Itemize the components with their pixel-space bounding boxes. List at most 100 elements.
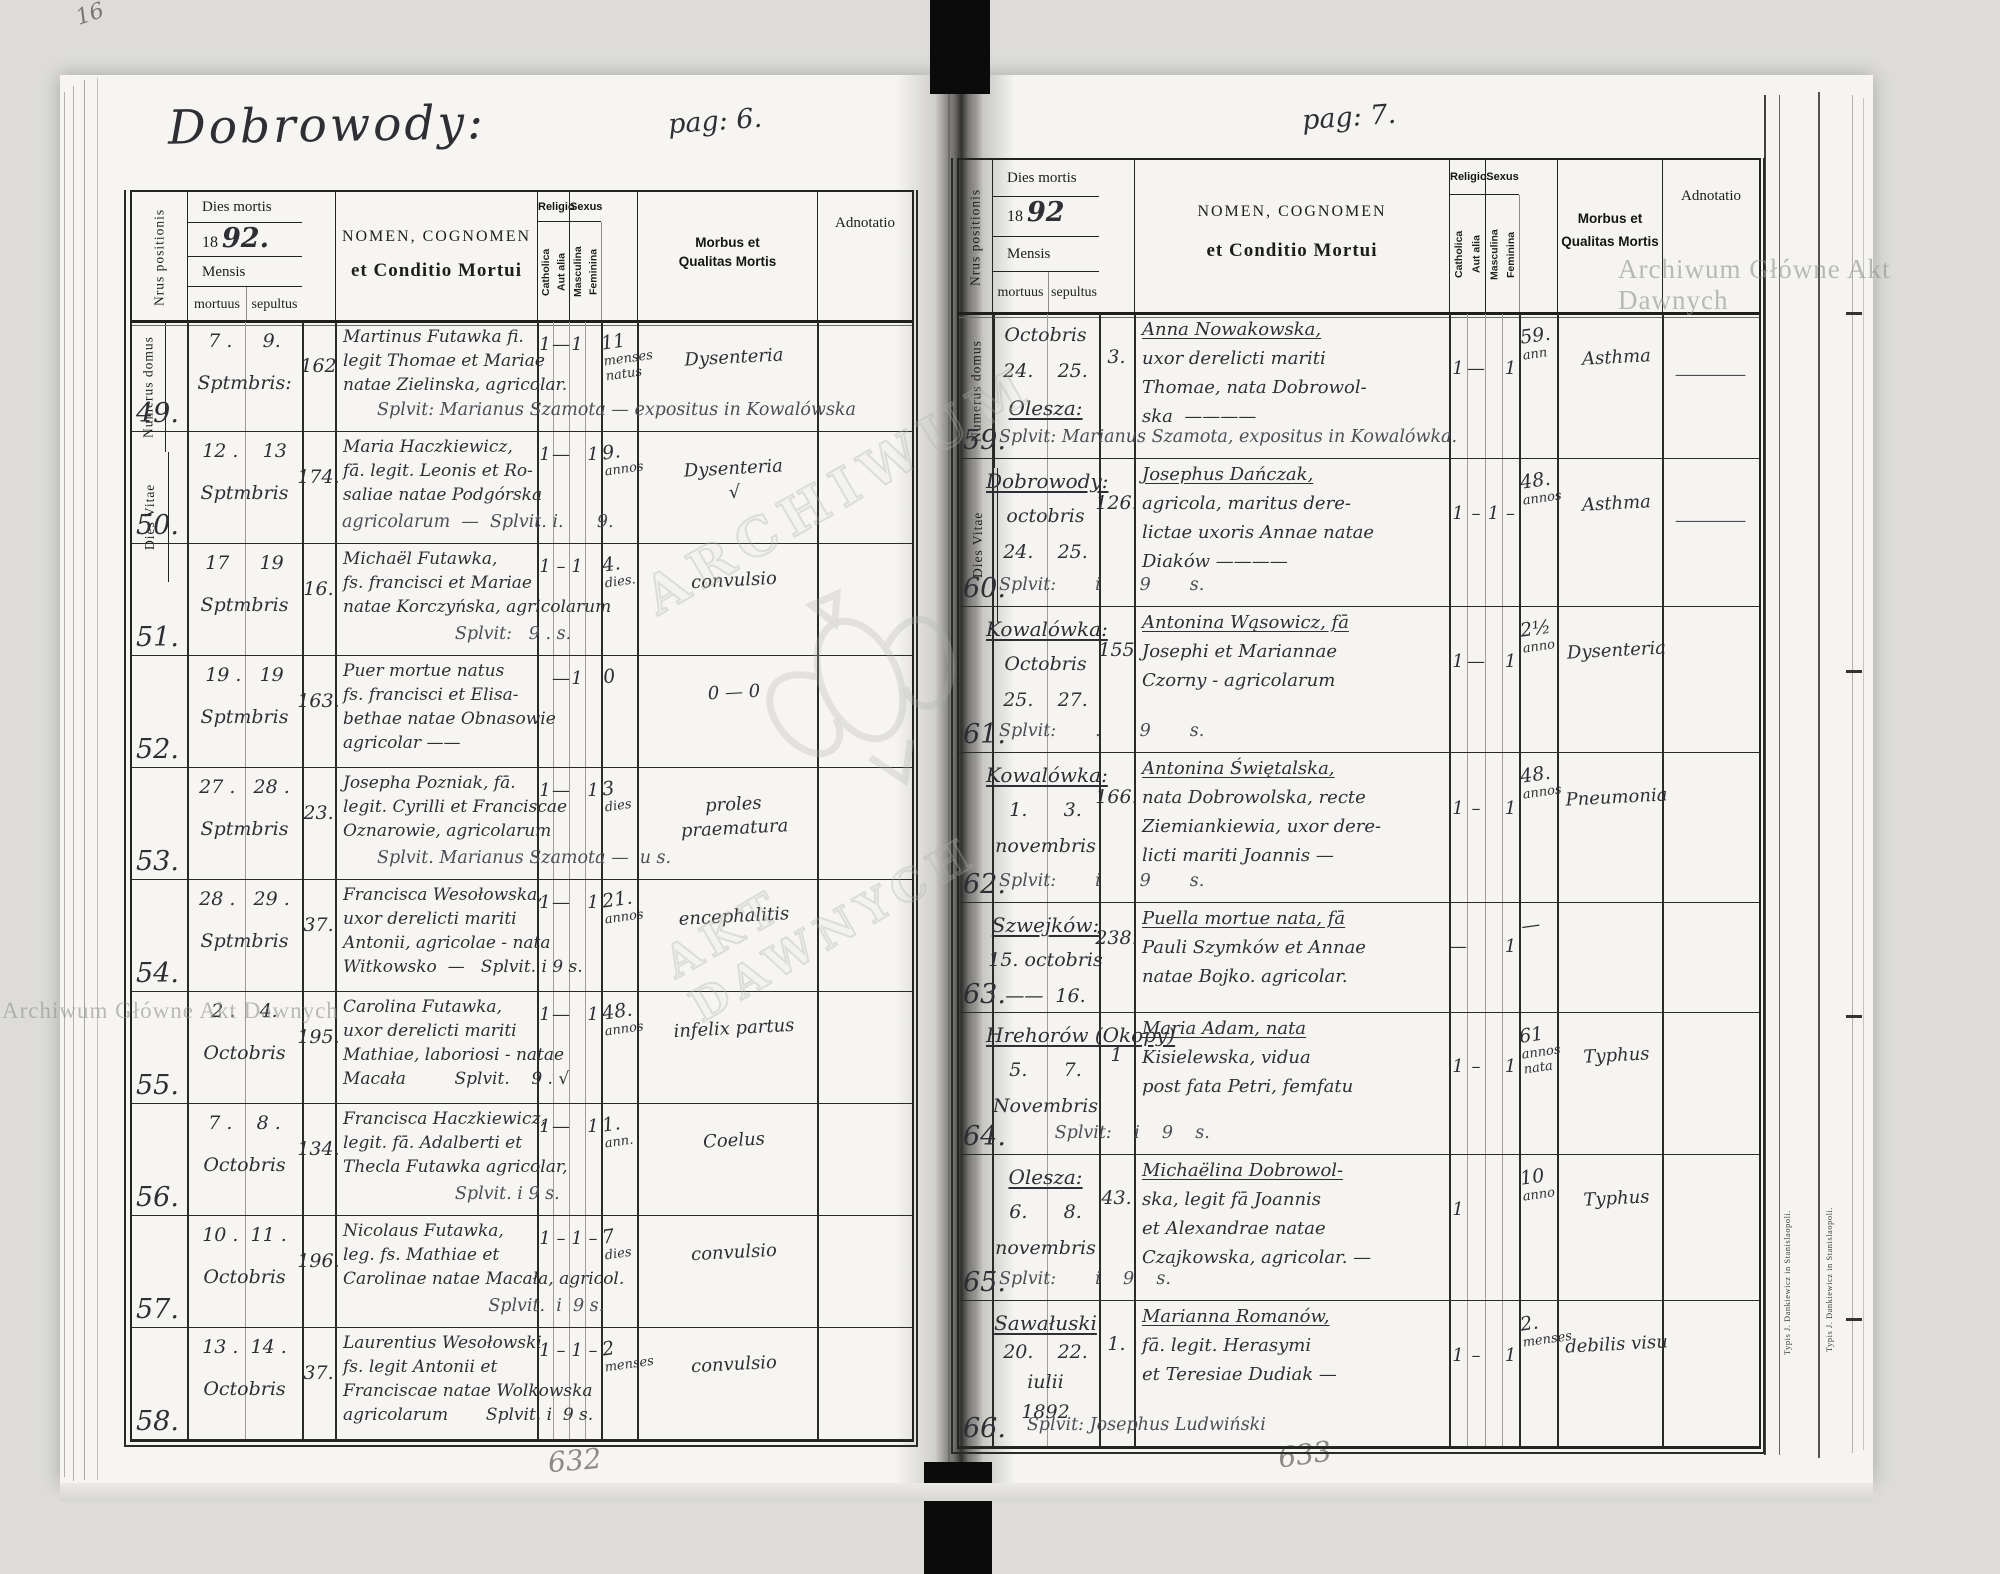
table-row: 52. 19 . 19 Sptmbris 163. Puer mortue natus f…: [132, 656, 912, 768]
name-line: et Teresiae Dudiak —: [1142, 1364, 1337, 1385]
corner-mark: 16: [72, 0, 108, 31]
sepelivit-line: Splvit. i 9 s.: [377, 1184, 560, 1204]
death-date-line: Octobris: [203, 1378, 286, 1400]
morbus-line-1: Morbus et: [1577, 210, 1643, 226]
house-number: 126.: [1095, 492, 1138, 514]
name-line: Pauli Szymków et Annae: [1142, 937, 1366, 958]
name-line: natae Zielinska, agricolar.: [343, 375, 568, 395]
death-date-line: 1892: [1021, 1401, 1070, 1423]
house-number: 163.: [297, 690, 340, 712]
feminina-mark: 1: [1504, 651, 1517, 672]
printer-imprint: Typis J. Dankiewicz in Stanislaopoli.: [1782, 1210, 1792, 1355]
name-line: Kisielewska, vidua: [1142, 1047, 1311, 1068]
death-date-line: 7 . 8 .: [208, 1112, 281, 1134]
place-name: Olesza:: [1008, 1165, 1083, 1189]
col-header-religio-group: Religio Catholica Aut alia: [1449, 160, 1487, 314]
feminina-mark: 1: [1504, 1056, 1517, 1077]
col-header-nrus-positionis: Nrus positionis: [967, 188, 983, 286]
catholica-mark: 1: [539, 1228, 551, 1249]
header-separator: [132, 320, 912, 323]
name-line: natae Bojko. agricolar.: [1142, 966, 1348, 987]
sepelivit-line: Splvit: Marianus Szamota — expositus in …: [377, 400, 856, 420]
aut-alia-mark: –: [1471, 1056, 1481, 1077]
death-date-line: Octobris: [203, 1154, 286, 1176]
name-line: Macała Splvit. 9 . √: [343, 1069, 570, 1089]
house-number: 3.: [1107, 346, 1126, 368]
name-line: uxor derelicti mariti: [1142, 348, 1326, 369]
death-date-line: novembris: [995, 835, 1096, 857]
catholica-mark: 1: [1452, 1345, 1464, 1366]
death-date-line: iulii: [1027, 1371, 1064, 1393]
death-date-line: 15. octobris: [988, 949, 1103, 971]
col-header-morbus: Morbus et Qualitas Mortis: [637, 192, 817, 322]
house-number: 37.: [303, 914, 334, 936]
name-line: et Alexandrae natae: [1142, 1218, 1326, 1239]
sepelivit-line: agricolarum — Splvit. i. 9.: [342, 512, 614, 532]
death-date-line: 10 . 11 .: [202, 1224, 287, 1246]
row-number: 52.: [136, 733, 179, 765]
aut-alia-mark: –: [556, 1340, 566, 1361]
masculina-label: Masculina: [572, 246, 584, 298]
column-line: [302, 322, 304, 1440]
table-outer-line-right: [916, 190, 918, 1446]
table-row: 53. 27 . 28 . Sptmbris 23. Josepha Pozniak, …: [132, 768, 912, 880]
column-line: [187, 322, 189, 1440]
row-number: 59.: [963, 424, 1006, 456]
row-number: 64.: [963, 1120, 1006, 1152]
name-line: Franciscae natae Wolkowska: [343, 1381, 593, 1401]
name-line: ska ————: [1142, 406, 1257, 427]
name-line: Thecla Futawka agricolar,: [343, 1157, 568, 1177]
name-line: fā. legit. Leonis et Ro-: [343, 461, 533, 481]
catholica-mark: 1: [539, 444, 551, 465]
column-line: [1662, 314, 1664, 1447]
adnotatio-label: Adnotatio: [835, 215, 895, 232]
name-line: Michaël Futawka,: [343, 549, 498, 569]
col-header-morbus: Morbus et Qualitas Mortis: [1557, 160, 1662, 314]
masculina-mark: 1: [571, 668, 583, 689]
death-date-line: 24. 25.: [1003, 360, 1088, 382]
death-date-line: novembris: [995, 1237, 1096, 1259]
table-outer-line-bottom: [124, 1445, 918, 1447]
column-line: [245, 322, 246, 1440]
name-line: Francisca Haczkiewicz,: [343, 1109, 546, 1129]
name-line: natae Korczyńska, agricolarum: [343, 597, 612, 617]
table-row: 59. Octobris 24. 25. Olesza: 3. Anna Nowakows…: [959, 314, 1759, 459]
feminina-mark: 1: [1504, 936, 1517, 957]
row-number: 58.: [136, 1405, 179, 1437]
table-outer-line-right: [1763, 158, 1765, 1453]
feminina-mark: 1: [587, 1004, 599, 1025]
catholica-mark: 1: [1452, 1056, 1464, 1077]
sheet-edge: [97, 78, 98, 1480]
aut-alia-mark: —: [552, 1116, 570, 1137]
name-line: Maria Adam, nata: [1142, 1018, 1307, 1039]
page-edge-line: [1852, 95, 1853, 1453]
place-name: Sawałuski: [994, 1311, 1097, 1335]
death-date-line: 17 19: [205, 552, 284, 574]
column-line: [335, 322, 337, 1440]
header-separator-thin: [959, 317, 1759, 318]
death-date-line: Novembris: [992, 1095, 1099, 1117]
death-date-line: Octobris: [1004, 324, 1087, 346]
row-number: 55.: [136, 1069, 179, 1101]
row-number: 54.: [136, 957, 179, 989]
sepultus-label: sepultus: [246, 287, 302, 322]
column-line: [1449, 314, 1451, 1447]
death-date-line: Sptmbris: [200, 930, 289, 952]
left-page-number: pag: 6.: [667, 102, 764, 141]
name-line: Antonii, agricolae - nata: [343, 933, 551, 953]
nomen-line-2: et Conditio Mortui: [1206, 240, 1378, 262]
name-line: Puer mortue natus: [343, 661, 505, 681]
name-line: legit Thomae et Mariae: [343, 351, 545, 371]
name-line: Maria Haczkiewicz,: [343, 437, 513, 457]
masculina-mark: 1: [571, 334, 583, 355]
row-number: 49.: [136, 397, 179, 429]
year-row: 18 92: [993, 197, 1099, 237]
col-header-nomen: NOMEN, COGNOMEN et Conditio Mortui: [1134, 160, 1449, 314]
house-number: 23.: [303, 802, 334, 824]
name-line: saliae natae Podgórska: [343, 485, 543, 505]
row-number: 57.: [136, 1293, 179, 1325]
year-row: 18 92.: [188, 223, 302, 257]
name-line: agricolar ——: [343, 733, 461, 753]
pencil-number-left: 632: [546, 1441, 603, 1480]
table-outer-line-left: [124, 190, 126, 1446]
